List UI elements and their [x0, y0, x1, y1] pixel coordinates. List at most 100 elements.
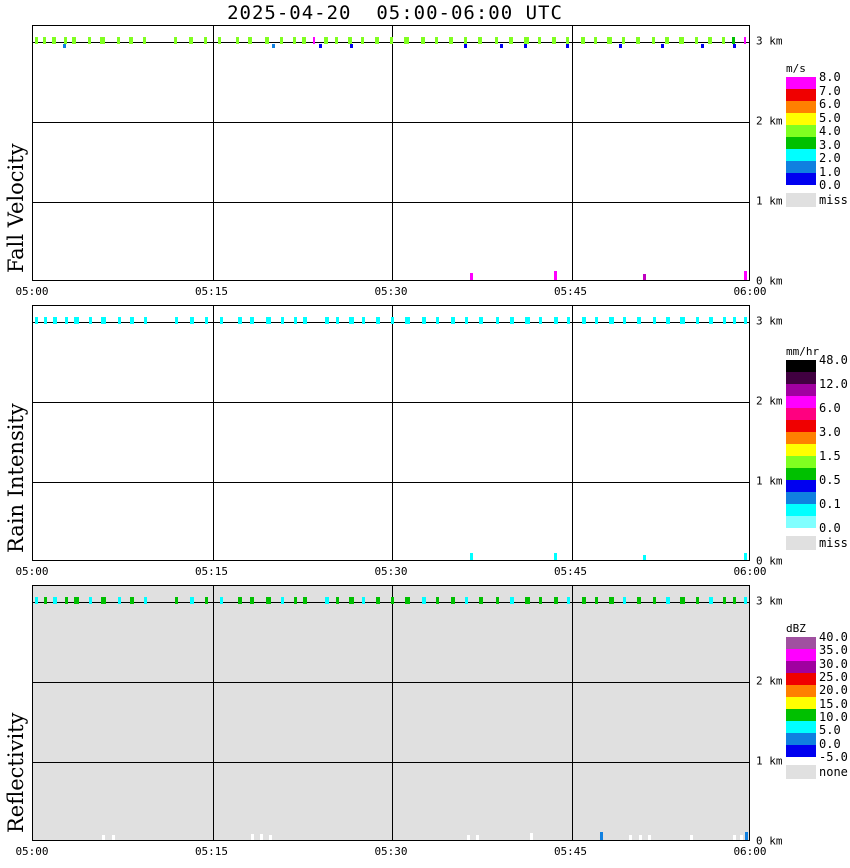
data-mark: [422, 597, 426, 604]
colorbar-unit-label: dBZ: [786, 622, 806, 635]
data-mark: [478, 37, 482, 44]
data-mark: [44, 317, 47, 324]
data-mark: [637, 317, 641, 324]
data-mark: [65, 317, 68, 324]
data-mark: [265, 37, 269, 44]
data-mark: [496, 317, 499, 324]
y-axis-tick-label: 3 km: [756, 594, 783, 608]
data-mark: [582, 597, 586, 604]
data-mark: [539, 597, 542, 604]
data-mark: [554, 597, 558, 604]
colorbar-tick-label: 35.0: [819, 643, 848, 658]
data-mark: [335, 37, 338, 44]
data-mark: [744, 597, 747, 604]
gridline-horizontal: [33, 482, 749, 483]
data-mark-ground: [745, 832, 748, 840]
colorbar-missing-label: miss: [819, 536, 848, 550]
x-axis-tick-label: 05:00: [15, 565, 49, 578]
data-mark-ground: [733, 835, 736, 840]
data-mark: [190, 597, 194, 604]
data-mark: [495, 37, 498, 44]
data-mark-ground: [476, 835, 479, 840]
data-mark: [63, 44, 66, 48]
colorbar-band: [786, 649, 816, 661]
data-mark: [74, 317, 79, 324]
data-mark: [436, 317, 439, 324]
data-mark: [465, 597, 468, 604]
colorbar-tick-label: 1.0: [819, 164, 841, 179]
x-axis-tick-label: 05:30: [374, 565, 408, 578]
colorbar-band: [786, 173, 816, 185]
colorbar-unit-label: mm/hr: [786, 345, 820, 358]
colorbar-tick-label: 30.0: [819, 656, 848, 671]
data-mark: [294, 317, 297, 324]
data-mark-ground: [102, 835, 105, 840]
colorbar-tick-label: 7.0: [819, 83, 841, 98]
gridline-vertical: [392, 306, 393, 560]
data-mark: [250, 597, 254, 604]
y-axis-tick-label: 0 km: [756, 834, 783, 848]
colorbar-tick-label: 3.0: [819, 425, 841, 439]
y-axis-tick-label: 1 km: [756, 754, 783, 768]
colorbar-tick-label: 8.0: [819, 70, 841, 84]
colorbar-unit-label: m/s: [786, 62, 806, 75]
plot-panel-rain-intensity: [32, 305, 750, 561]
data-mark: [319, 44, 322, 48]
colorbar-band: [786, 432, 816, 444]
data-mark: [88, 37, 91, 44]
data-mark: [709, 597, 713, 604]
data-mark: [129, 37, 133, 44]
data-mark: [733, 597, 736, 604]
x-axis-tick-label: 05:45: [553, 285, 588, 298]
data-mark: [220, 597, 223, 604]
plot-panel-fall-velocity: [32, 25, 750, 281]
data-mark: [609, 597, 614, 604]
data-mark: [566, 44, 569, 48]
data-mark: [733, 317, 736, 324]
data-mark: [566, 37, 569, 44]
data-mark: [52, 37, 56, 44]
data-mark: [35, 37, 38, 44]
data-mark: [744, 317, 747, 324]
data-mark: [218, 37, 221, 44]
data-mark: [582, 317, 586, 324]
data-mark: [324, 37, 328, 44]
data-mark: [362, 317, 365, 324]
colorbar-tick-label: 2.0: [819, 151, 841, 165]
data-mark-ground: [690, 835, 693, 840]
colorbar-band: [786, 637, 816, 649]
colorbar-band: [786, 77, 816, 89]
colorbar-tick-label: 6.0: [819, 401, 841, 415]
x-axis-tick-label: 05:30: [374, 845, 408, 858]
data-mark: [248, 37, 252, 44]
data-mark: [405, 597, 410, 604]
data-mark: [539, 317, 542, 324]
data-mark: [376, 597, 380, 604]
data-mark: [65, 597, 68, 604]
data-mark: [294, 597, 297, 604]
colorbar-band: [786, 408, 816, 420]
data-mark: [451, 317, 455, 324]
colorbar-band: [786, 89, 816, 101]
data-mark: [709, 317, 713, 324]
data-mark: [303, 597, 307, 604]
data-mark: [653, 317, 656, 324]
chart-title: 2025-04-20 05:00-06:00 UTC: [227, 2, 563, 24]
data-mark: [143, 37, 146, 44]
data-mark: [238, 597, 242, 604]
colorbar-tick-label: 4.0: [819, 124, 841, 138]
data-mark: [174, 37, 177, 44]
data-mark: [272, 44, 275, 48]
data-mark: [594, 37, 597, 44]
y-axis-title-reflectivity: Reflectivity: [4, 712, 28, 833]
x-axis-tick-label: 05:30: [374, 285, 408, 298]
y-axis-tick-label: 2 km: [756, 394, 783, 408]
y-axis-tick-label: 1 km: [756, 194, 783, 208]
data-mark: [696, 597, 699, 604]
data-mark: [362, 597, 365, 604]
data-mark: [623, 317, 626, 324]
data-mark: [35, 317, 38, 324]
y-axis-tick-label: 0 km: [756, 554, 783, 568]
colorbar-tick-label: 20.0: [819, 683, 848, 698]
data-mark: [524, 44, 527, 48]
